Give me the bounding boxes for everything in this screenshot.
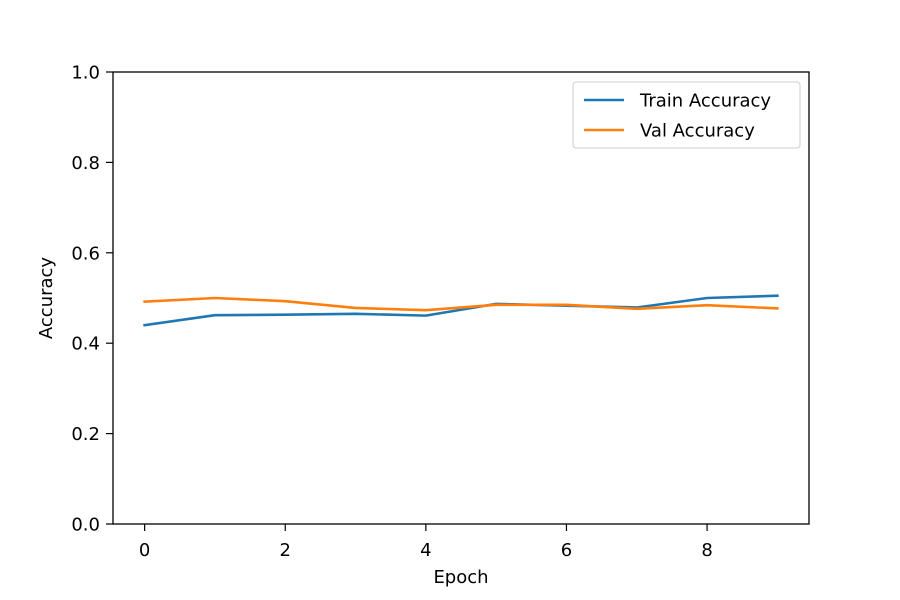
legend-box [572,81,801,149]
y-axis-label: Accuracy [36,257,57,340]
series-layer [143,294,779,327]
legend: Train Accuracy Val Accuracy [572,81,801,149]
y-axis: 0.0 0.2 0.4 0.6 0.8 1.0 [71,63,113,536]
x-tick-label: 8 [701,540,712,561]
x-axis-label: Epoch [433,567,488,588]
x-axis: 0 2 4 6 8 [139,524,713,561]
legend-label-0: Train Accuracy [639,91,771,112]
x-tick-label: 0 [139,540,150,561]
legend-label-1: Val Accuracy [640,121,755,142]
y-tick-label: 0.2 [71,424,100,445]
x-tick-label: 2 [280,540,291,561]
y-tick-label: 0.6 [71,243,100,264]
y-tick-label: 0.8 [71,153,100,174]
y-tick-label: 1.0 [71,63,100,84]
y-tick-label: 0.0 [71,515,100,536]
y-tick-label: 0.4 [71,334,100,355]
series-line-1 [143,296,779,312]
x-tick-label: 6 [561,540,572,561]
series-line-0 [143,294,779,327]
x-tick-label: 4 [420,540,431,561]
plot-area-frame [112,71,810,525]
